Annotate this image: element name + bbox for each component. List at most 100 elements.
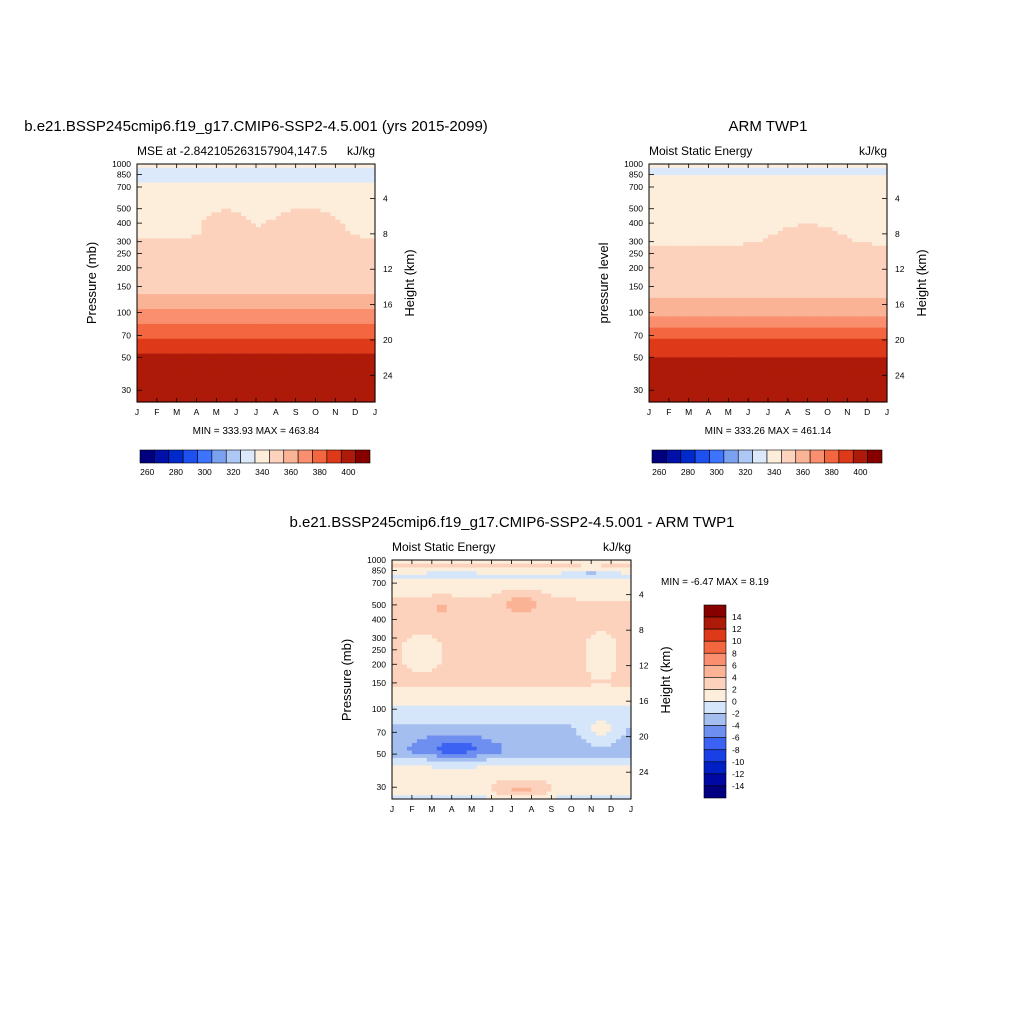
contour-cell [832,245,839,251]
contour-cell [236,335,242,340]
contour-cell [270,212,277,217]
contour-cell [285,223,292,228]
contour-cell [201,279,208,284]
contour-cell [797,197,804,202]
contour-cell [280,398,287,403]
contour-cell [683,294,690,299]
contour-cell [370,260,376,266]
contour-cell [758,234,764,239]
contour-cell [340,349,346,355]
contour-cell [315,178,322,184]
contour-cell [171,216,178,221]
contour-cell [847,204,853,210]
contour-cell [305,364,312,370]
contour-cell [718,301,724,306]
contour-cell [802,204,809,210]
contour-cell [852,256,858,262]
contour-cell [832,212,839,217]
contour-cell [718,275,724,280]
contour-cell [649,256,655,262]
contour-cell [265,368,272,373]
contour-cell [335,230,341,236]
contour-cell [748,253,754,258]
contour-cell [156,294,163,299]
contour-cell [777,167,784,173]
contour-cell [772,227,779,232]
contour-cell [226,186,232,191]
contour-cell [156,372,163,377]
contour-cell [315,268,322,273]
contour-cell [365,353,371,358]
contour-cell [226,387,232,392]
contour-cell [335,167,341,173]
contour-cell [265,190,272,195]
contour-cell [221,171,227,176]
contour-cell [275,190,282,195]
contour-cell [872,190,878,195]
contour-cell [176,230,183,236]
contour-cell [270,398,277,403]
contour-cell [151,268,158,273]
contour-cell [290,279,297,284]
contour-cell [285,398,292,403]
contour-cell [181,264,188,269]
contour-cell [340,290,346,295]
contour-cell [733,164,739,169]
contour-cell [822,260,829,266]
contour-cell [877,260,883,266]
contour-cell [723,301,729,306]
contour-cell [857,182,863,187]
contour-cell [241,379,247,385]
contour-cell [837,234,843,239]
contour-cell [295,260,302,266]
contour-cell [285,335,292,340]
contour-cell [738,294,744,299]
contour-cell [688,283,695,288]
contour-cell [867,294,873,299]
contour-cell [216,256,222,262]
contour-cell [206,364,212,370]
contour-cell [186,260,193,266]
colorbar-swatch [340,449,356,464]
contour-cell [305,394,312,399]
contour-cell [325,283,331,288]
contour-cell [226,390,232,396]
contour-cell [733,216,739,221]
contour-cell [181,379,188,385]
contour-cell [201,283,208,288]
contour-cell [201,260,208,266]
contour-cell [256,171,262,176]
contour-cell [246,357,252,362]
contour-cell [728,283,734,288]
contour-cell [698,171,705,176]
contour-cell [156,312,163,318]
contour-cell [166,175,173,180]
contour-cell [653,164,660,169]
contour-cell [723,164,729,169]
contour-cell [782,212,789,217]
contour-cell [812,260,819,266]
contour-cell [166,387,173,392]
contour-cell [246,275,252,280]
contour-cell [703,164,710,169]
contour-cell [693,186,700,191]
contour-cell [832,216,839,221]
contour-cell [718,253,724,258]
x-tick-label: N [332,407,338,417]
contour-cell [355,323,361,329]
contour-cell [355,275,361,280]
contour-cell [718,242,724,247]
contour-cell [355,219,361,225]
contour-cell [872,201,878,206]
contour-cell [330,349,336,355]
contour-cell [688,186,695,191]
contour-cell [280,245,287,251]
contour-cell [708,204,715,210]
contour-cell [862,208,868,213]
contour-cell [226,175,232,180]
contour-cell [251,264,257,269]
contour-cell [360,364,366,370]
contour-cell [698,197,705,202]
contour-cell [738,245,744,251]
